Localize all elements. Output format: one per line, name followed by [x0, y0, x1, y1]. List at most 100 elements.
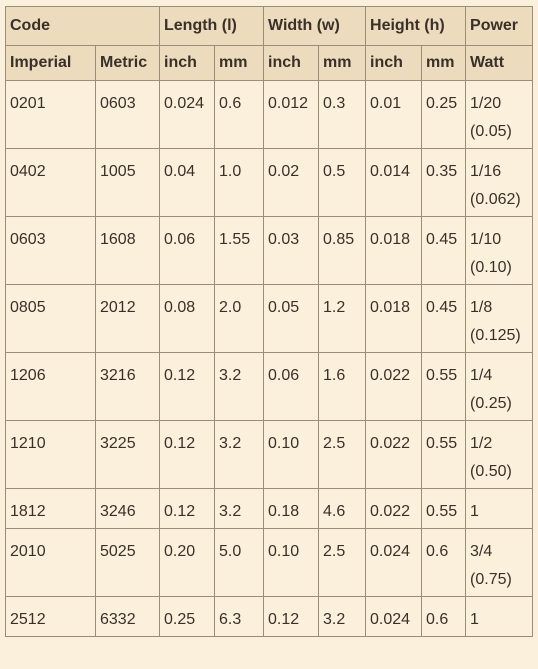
cell-height-inch: 0.018	[365, 284, 423, 353]
cell-width-mm: 1.2	[317, 284, 367, 353]
cell-power: 1/16 (0.062)	[465, 148, 534, 217]
cell-height-inch: 0.024	[365, 596, 423, 637]
cell-metric: 3225	[95, 420, 160, 489]
cell-metric: 1005	[95, 148, 160, 217]
cell-length-mm: 3.2	[214, 420, 264, 489]
table-row: 2512 6332 0.25 6.3 0.12 3.2 0.024 0.6 1	[5, 596, 534, 637]
cell-imperial: 1206	[5, 352, 96, 421]
cell-height-mm: 0.6	[421, 528, 467, 597]
power-fraction: 1/8	[470, 299, 493, 316]
cell-height-inch: 0.022	[365, 352, 423, 421]
power-fraction: 1/4	[470, 367, 493, 384]
subheader-width-mm: mm	[317, 45, 367, 81]
cell-imperial: 2512	[5, 596, 96, 637]
header-code: Code	[5, 6, 160, 46]
power-fraction: 1/10	[470, 231, 502, 248]
cell-width-inch: 0.05	[263, 284, 319, 353]
subheader-width-inch: inch	[263, 45, 319, 81]
cell-length-mm: 1.0	[214, 148, 264, 217]
table-row: 0402 1005 0.04 1.0 0.02 0.5 0.014 0.35 1…	[5, 148, 534, 217]
subheader-metric: Metric	[95, 45, 160, 81]
table-body: 0201 0603 0.024 0.6 0.012 0.3 0.01 0.25 …	[5, 80, 534, 637]
power-fraction: 1/16	[470, 163, 502, 180]
cell-metric: 0603	[95, 80, 160, 149]
cell-height-mm: 0.25	[421, 80, 467, 149]
cell-length-mm: 0.6	[214, 80, 264, 149]
header-power: Power	[465, 6, 534, 46]
cell-height-mm: 0.55	[421, 420, 467, 489]
power-fraction: 1	[470, 503, 479, 520]
cell-power: 1/10 (0.10)	[465, 216, 534, 285]
cell-height-mm: 0.6	[421, 596, 467, 637]
cell-imperial: 0603	[5, 216, 96, 285]
subheader-length-mm: mm	[214, 45, 264, 81]
cell-imperial: 0805	[5, 284, 96, 353]
cell-width-inch: 0.10	[263, 420, 319, 489]
table-row: 1812 3246 0.12 3.2 0.18 4.6 0.022 0.55 1	[5, 488, 534, 529]
cell-imperial: 0402	[5, 148, 96, 217]
power-fraction: 1	[470, 611, 479, 628]
cell-length-inch: 0.12	[159, 352, 215, 421]
cell-height-inch: 0.024	[365, 528, 423, 597]
cell-width-mm: 2.5	[317, 528, 367, 597]
power-decimal: (0.25)	[470, 395, 512, 412]
cell-length-mm: 5.0	[214, 528, 264, 597]
cell-power: 1/8 (0.125)	[465, 284, 534, 353]
cell-length-inch: 0.12	[159, 420, 215, 489]
cell-power: 3/4 (0.75)	[465, 528, 534, 597]
cell-length-inch: 0.024	[159, 80, 215, 149]
cell-height-mm: 0.55	[421, 488, 467, 529]
cell-length-inch: 0.12	[159, 488, 215, 529]
subheader-imperial: Imperial	[5, 45, 96, 81]
cell-imperial: 0201	[5, 80, 96, 149]
table-row: 0805 2012 0.08 2.0 0.05 1.2 0.018 0.45 1…	[5, 284, 534, 353]
table-row: 1206 3216 0.12 3.2 0.06 1.6 0.022 0.55 1…	[5, 352, 534, 421]
power-fraction: 1/20	[470, 95, 502, 112]
subheader-watt: Watt	[465, 45, 534, 81]
cell-metric: 1608	[95, 216, 160, 285]
cell-height-mm: 0.55	[421, 352, 467, 421]
cell-height-mm: 0.45	[421, 284, 467, 353]
header-width: Width (w)	[262, 6, 367, 46]
cell-width-inch: 0.10	[263, 528, 319, 597]
cell-length-inch: 0.20	[159, 528, 215, 597]
cell-length-inch: 0.04	[159, 148, 215, 217]
subheader-height-mm: mm	[421, 45, 467, 81]
cell-width-mm: 0.3	[317, 80, 367, 149]
cell-width-inch: 0.02	[263, 148, 319, 217]
cell-length-mm: 6.3	[214, 596, 264, 637]
table-row: 1210 3225 0.12 3.2 0.10 2.5 0.022 0.55 1…	[5, 420, 534, 489]
cell-height-inch: 0.01	[365, 80, 423, 149]
cell-width-mm: 2.5	[317, 420, 367, 489]
cell-length-mm: 3.2	[214, 488, 264, 529]
cell-metric: 5025	[95, 528, 160, 597]
header-sub-row: Imperial Metric inch mm inch mm inch mm …	[5, 45, 534, 81]
cell-power: 1/4 (0.25)	[465, 352, 534, 421]
cell-power: 1	[465, 488, 534, 529]
cell-length-mm: 2.0	[214, 284, 264, 353]
header-height: Height (h)	[365, 6, 467, 46]
cell-length-mm: 3.2	[214, 352, 264, 421]
cell-width-mm: 4.6	[317, 488, 367, 529]
power-decimal: (0.125)	[470, 327, 521, 344]
power-decimal: (0.062)	[470, 191, 521, 208]
cell-power: 1/20 (0.05)	[465, 80, 534, 149]
cell-length-inch: 0.08	[159, 284, 215, 353]
cell-height-mm: 0.45	[421, 216, 467, 285]
power-decimal: (0.05)	[470, 123, 512, 140]
power-decimal: (0.75)	[470, 571, 512, 588]
cell-width-inch: 0.18	[263, 488, 319, 529]
cell-power: 1	[465, 596, 534, 637]
cell-length-inch: 0.25	[159, 596, 215, 637]
cell-height-inch: 0.018	[365, 216, 423, 285]
cell-metric: 2012	[95, 284, 160, 353]
cell-height-mm: 0.35	[421, 148, 467, 217]
cell-width-inch: 0.12	[263, 596, 319, 637]
table-header: Code Length (l) Width (w) Height (h) Pow…	[5, 6, 534, 81]
subheader-height-inch: inch	[365, 45, 423, 81]
cell-imperial: 1812	[5, 488, 96, 529]
cell-width-inch: 0.03	[263, 216, 319, 285]
cell-width-mm: 1.6	[317, 352, 367, 421]
cell-length-mm: 1.55	[214, 216, 264, 285]
